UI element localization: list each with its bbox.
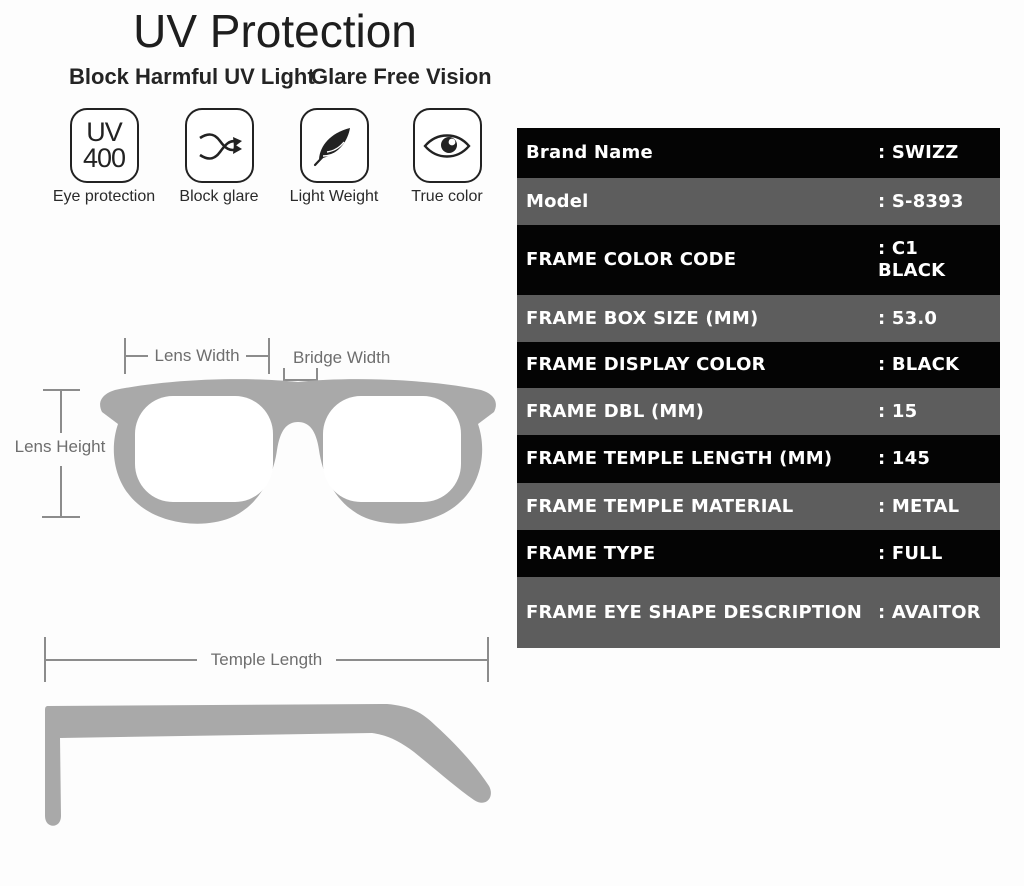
feature-label-true-color: True color (411, 188, 483, 205)
spec-label: FRAME TYPE (526, 542, 656, 564)
spec-table: Brand Name : SWIZZ Model : S-8393 FRAME … (517, 128, 1000, 648)
feature-label-block-glare: Block glare (179, 188, 259, 205)
lens-width-dimension: Lens Width (124, 338, 271, 374)
temple-length-label: Temple Length (210, 649, 323, 669)
feature-block-glare: Block glare (149, 108, 289, 206)
temple-length-dimension: Temple Length (44, 637, 489, 682)
lens-height-label: Lens Height (14, 437, 106, 456)
spec-row-frame-eye-shape: FRAME EYE SHAPE DESCRIPTION : AVAITOR (517, 577, 1000, 648)
uv400-badge-icon: UV 400 (69, 108, 139, 183)
spec-value: : SWIZZ (878, 142, 959, 164)
spec-row-frame-temple-material: FRAME TEMPLE MATERIAL : METAL (517, 483, 1000, 530)
spec-row-frame-box-size: FRAME BOX SIZE (MM) : 53.0 (517, 295, 1000, 342)
feature-true-color: True color (377, 108, 517, 206)
feather-icon (299, 108, 369, 183)
lens-height-line-upper (60, 391, 62, 433)
spec-label: Brand Name (526, 142, 653, 164)
bridge-width-label: Bridge Width (293, 348, 391, 367)
lens-height-line-lower (60, 466, 62, 516)
feature-light-weight: Light Weight (264, 108, 404, 206)
feature-label-light-weight: Light Weight (289, 188, 379, 205)
feature-eye-protection: UV 400 Eye protection (34, 108, 174, 206)
spec-row-model: Model : S-8393 (517, 178, 1000, 225)
uv400-line2: 400 (82, 142, 126, 173)
spec-value: : 15 (878, 400, 918, 422)
spec-value: : C1 BLACK (878, 238, 946, 281)
spec-label: FRAME TEMPLE MATERIAL (526, 495, 794, 517)
subtitle-block-harmful-uv: Block Harmful UV Light (69, 64, 315, 89)
spec-label: FRAME DBL (MM) (526, 400, 705, 422)
spec-row-frame-temple-length: FRAME TEMPLE LENGTH (MM) : 145 (517, 435, 1000, 483)
spec-label: FRAME EYE SHAPE DESCRIPTION (526, 601, 863, 623)
bridge-width-dimension (283, 368, 318, 391)
spec-label: Model (526, 190, 589, 212)
temple-side-diagram (45, 704, 491, 826)
feature-label-eye-protection: Eye protection (52, 188, 156, 205)
block-glare-icon (184, 108, 254, 183)
spec-value: : FULL (878, 542, 943, 564)
spec-value: : 53.0 (878, 307, 938, 329)
spec-value: : AVAITOR (878, 601, 981, 623)
spec-label: FRAME COLOR CODE (526, 249, 737, 271)
subtitle-glare-free: Glare Free Vision (311, 64, 492, 89)
lens-height-top-cap (43, 389, 80, 391)
spec-row-frame-color-code: FRAME COLOR CODE : C1 BLACK (517, 225, 1000, 295)
spec-row-frame-dbl: FRAME DBL (MM) : 15 (517, 388, 1000, 435)
uv-protection-title: UV Protection (133, 5, 417, 57)
uv400-line1: UV (86, 116, 123, 147)
eye-icon (412, 108, 482, 183)
lens-width-label: Lens Width (154, 346, 240, 365)
spec-value: : BLACK (878, 354, 960, 376)
spec-label: FRAME TEMPLE LENGTH (MM) (526, 448, 833, 470)
spec-row-frame-type: FRAME TYPE : FULL (517, 530, 1000, 577)
glasses-front-diagram (100, 379, 496, 524)
spec-label: FRAME DISPLAY COLOR (526, 354, 766, 376)
spec-value: : 145 (878, 448, 931, 470)
spec-row-frame-display-color: FRAME DISPLAY COLOR : BLACK (517, 342, 1000, 388)
lens-height-bottom-cap (42, 516, 80, 518)
spec-value: : METAL (878, 495, 960, 517)
spec-label: FRAME BOX SIZE (MM) (526, 307, 759, 329)
spec-row-brand-name: Brand Name : SWIZZ (517, 128, 1000, 178)
spec-value: : S-8393 (878, 190, 964, 212)
